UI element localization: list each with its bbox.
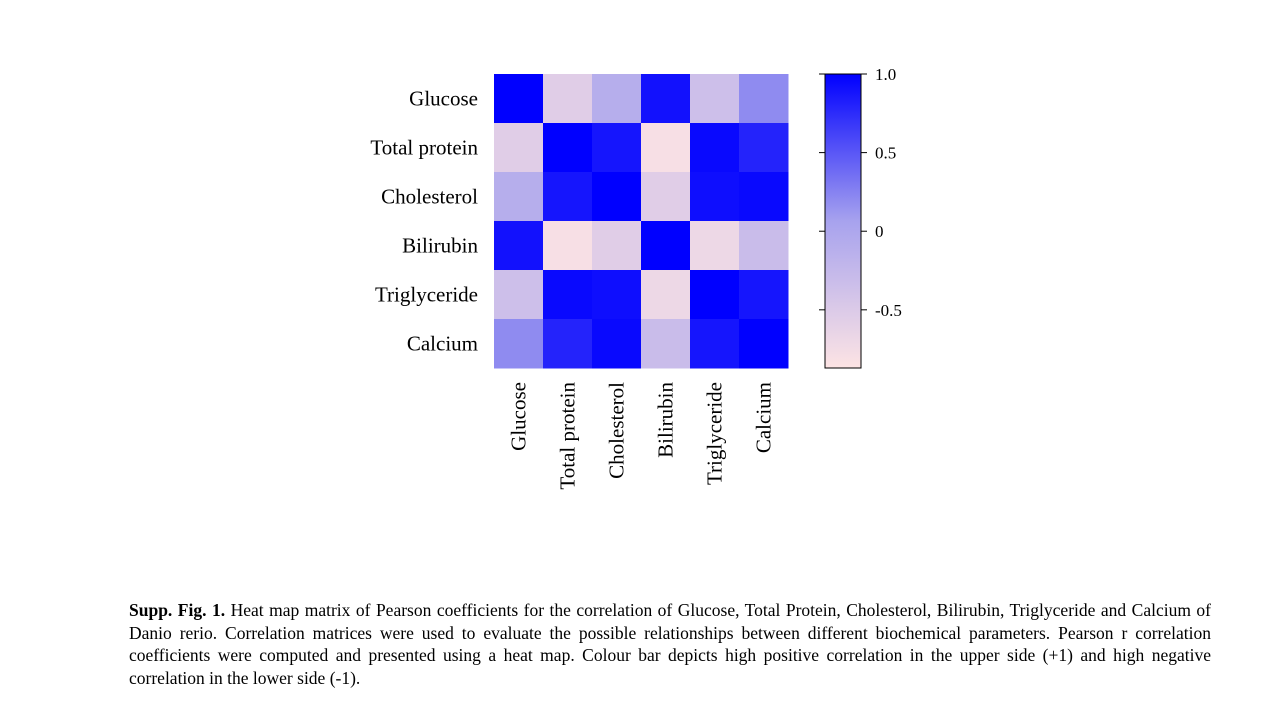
heatmap-cells — [494, 74, 789, 369]
row-label: Total protein — [370, 136, 478, 160]
heatmap-cell — [494, 270, 544, 320]
heatmap-cell — [494, 319, 544, 369]
colorbar: 1.0 0.5 0 -0.5 — [819, 65, 902, 369]
colorbar-gradient — [824, 73, 862, 369]
caption-label: Supp. Fig. 1. — [129, 600, 226, 620]
heatmap-cell — [543, 74, 593, 124]
heatmap-cell — [641, 270, 691, 320]
heatmap-cell — [690, 74, 740, 124]
column-label: Calcium — [752, 382, 776, 453]
colorbar-tick-label: 1.0 — [875, 65, 896, 84]
row-label: Calcium — [407, 332, 478, 356]
row-label: Cholesterol — [381, 185, 478, 209]
heatmap-cell — [690, 270, 740, 320]
caption-text: Heat map matrix of Pearson coefficients … — [129, 600, 1212, 688]
colorbar-tick-label: 0 — [875, 222, 884, 241]
heatmap-cell — [592, 221, 642, 271]
heatmap-cell — [641, 74, 691, 124]
heatmap-cell — [494, 123, 544, 173]
column-labels: Glucose Total protein Cholesterol Bilirubin… — [507, 382, 776, 490]
heatmap-cell — [494, 172, 544, 222]
heatmap-cell — [739, 221, 789, 271]
row-label: Triglyceride — [375, 283, 478, 307]
heatmap-cell — [739, 123, 789, 173]
heatmap-cell — [592, 319, 642, 369]
correlation-heatmap: Glucose Total protein Cholesterol Bilirubin… — [370, 65, 902, 490]
column-label: Triglyceride — [703, 382, 727, 485]
heatmap-cell — [641, 221, 691, 271]
heatmap-cell — [739, 172, 789, 222]
row-labels: Glucose Total protein Cholesterol Bilirubin… — [370, 87, 478, 356]
heatmap-cell — [494, 221, 544, 271]
heatmap-cell — [592, 123, 642, 173]
heatmap-cell — [690, 319, 740, 369]
heatmap-cell — [592, 74, 642, 124]
heatmap-cell — [543, 270, 593, 320]
heatmap-cell — [690, 221, 740, 271]
heatmap-cell — [739, 270, 789, 320]
heatmap-cell — [641, 172, 691, 222]
column-label: Cholesterol — [605, 382, 629, 479]
heatmap-cell — [592, 172, 642, 222]
column-label: Glucose — [507, 382, 531, 451]
row-label: Bilirubin — [402, 234, 478, 258]
colorbar-tick-label: -0.5 — [875, 301, 902, 320]
heatmap-cell — [641, 123, 691, 173]
heatmap-cell — [641, 319, 691, 369]
heatmap-cell — [494, 74, 544, 124]
colorbar-tick-label: 0.5 — [875, 144, 896, 163]
column-label: Total protein — [556, 382, 580, 490]
heatmap-cell — [690, 123, 740, 173]
heatmap-cell — [739, 319, 789, 369]
heatmap-cell — [592, 270, 642, 320]
heatmap-cell — [739, 74, 789, 124]
heatmap-cell — [543, 221, 593, 271]
heatmap-cell — [543, 319, 593, 369]
heatmap-cell — [543, 172, 593, 222]
heatmap-cell — [690, 172, 740, 222]
row-label: Glucose — [409, 87, 478, 111]
figure-caption: Supp. Fig. 1. Heat map matrix of Pearson… — [129, 599, 1211, 689]
heatmap-cell — [543, 123, 593, 173]
column-label: Bilirubin — [654, 382, 678, 458]
